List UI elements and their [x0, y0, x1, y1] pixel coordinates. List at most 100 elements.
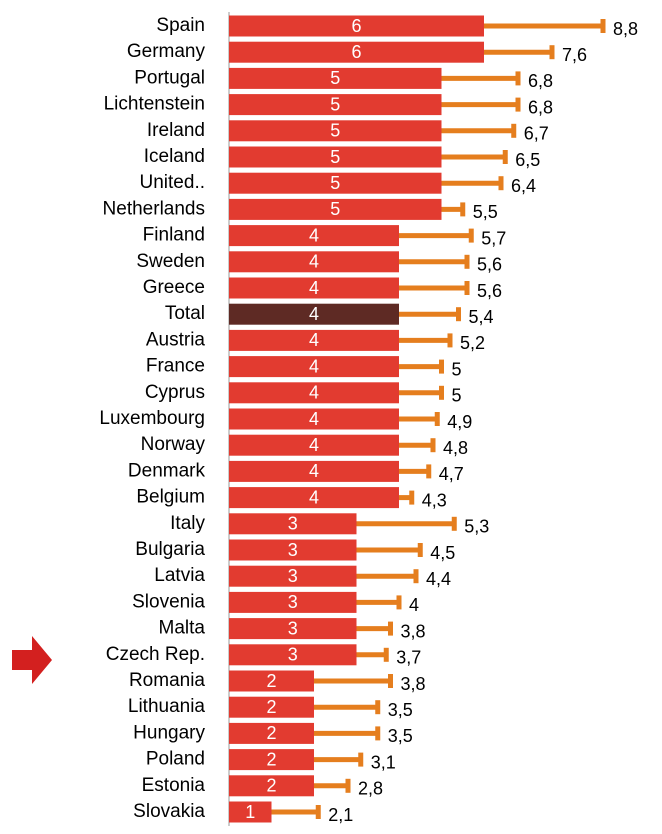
bar-label: 2	[266, 776, 276, 796]
category-label: Lichtenstein	[104, 94, 205, 115]
bar	[229, 591, 357, 613]
category-label: Ireland	[147, 120, 205, 141]
bar	[229, 749, 314, 771]
bar-label: 4	[309, 435, 319, 455]
category-label: Iceland	[144, 146, 205, 167]
category-label: United..	[140, 172, 205, 193]
bar	[229, 67, 442, 89]
category-label: Bulgaria	[135, 539, 205, 560]
bar-label: 3	[288, 645, 298, 665]
end-label: 5,5	[473, 202, 498, 222]
category-label: Slovakia	[133, 801, 205, 822]
bar	[229, 434, 399, 456]
bar-label: 4	[309, 252, 319, 272]
bar	[229, 460, 399, 482]
bar-label: 5	[330, 173, 340, 193]
bar-label: 6	[351, 42, 361, 62]
end-label: 5,6	[477, 281, 502, 301]
bar-label: 3	[288, 592, 298, 612]
bar-label: 5	[330, 199, 340, 219]
bar-label: 3	[288, 540, 298, 560]
end-label: 4	[409, 595, 419, 615]
bar-label: 5	[330, 94, 340, 114]
end-label: 4,7	[439, 464, 464, 484]
bar-label: 5	[330, 147, 340, 167]
bar-label: 2	[266, 671, 276, 691]
end-label: 4,8	[443, 438, 468, 458]
bar	[229, 382, 399, 404]
bar	[229, 251, 399, 273]
bar	[229, 225, 399, 247]
bar-label: 4	[309, 461, 319, 481]
end-label: 4,3	[422, 490, 447, 510]
highlight-arrow	[12, 636, 52, 684]
end-label: 6,4	[511, 176, 536, 196]
bar-label: 1	[245, 802, 255, 822]
bar	[229, 15, 484, 37]
category-label: Germany	[127, 41, 206, 62]
end-label: 3,1	[371, 752, 396, 772]
end-label: 5	[452, 386, 462, 406]
end-label: 5	[452, 359, 462, 379]
bar	[229, 198, 442, 220]
end-label: 7,6	[562, 45, 587, 65]
bar	[229, 696, 314, 718]
bar	[229, 303, 399, 325]
end-label: 3,5	[388, 726, 413, 746]
category-label: Malta	[159, 618, 206, 639]
category-label: Romania	[129, 670, 205, 691]
bar	[229, 801, 272, 823]
end-label: 5,7	[481, 228, 506, 248]
bar-label: 2	[266, 749, 276, 769]
category-label: Czech Rep.	[106, 644, 205, 665]
bar	[229, 722, 314, 744]
bar-label: 4	[309, 330, 319, 350]
bar	[229, 670, 314, 692]
bar	[229, 277, 399, 299]
category-label: Estonia	[142, 775, 206, 796]
end-label: 8,8	[613, 19, 638, 39]
end-label: 4,9	[447, 412, 472, 432]
bar	[229, 487, 399, 509]
category-label: Hungary	[133, 722, 205, 743]
end-label: 3,5	[388, 700, 413, 720]
end-label: 5,3	[464, 517, 489, 537]
bar	[229, 94, 442, 116]
bar-label: 2	[266, 697, 276, 717]
bar-label: 3	[288, 566, 298, 586]
category-label: Poland	[146, 749, 205, 770]
category-label: Portugal	[134, 67, 205, 88]
bar-label: 4	[309, 356, 319, 376]
bar	[229, 146, 442, 168]
bar	[229, 172, 442, 194]
end-label: 2,8	[358, 779, 383, 799]
category-label: France	[146, 356, 205, 377]
bar-label: 3	[288, 514, 298, 534]
end-label: 6,8	[528, 97, 553, 117]
category-label: Slovenia	[132, 591, 205, 612]
bar	[229, 539, 357, 561]
category-label: Lithuania	[128, 696, 206, 717]
bar-label: 5	[330, 68, 340, 88]
category-label: Spain	[156, 15, 205, 36]
bar-label: 2	[266, 723, 276, 743]
category-label: Luxembourg	[99, 408, 205, 429]
category-label: Denmark	[128, 460, 206, 481]
bar	[229, 775, 314, 797]
end-label: 6,5	[515, 150, 540, 170]
category-label: Finland	[143, 225, 205, 246]
category-label: Total	[165, 303, 205, 324]
end-label: 6,7	[524, 124, 549, 144]
bar	[229, 120, 442, 142]
bar	[229, 408, 399, 430]
bar-label: 6	[351, 16, 361, 36]
category-label: Sweden	[136, 251, 205, 272]
bar	[229, 565, 357, 587]
bar	[229, 513, 357, 535]
end-label: 3,7	[396, 648, 421, 668]
category-label: Greece	[143, 277, 205, 298]
bar-label: 4	[309, 225, 319, 245]
end-label: 5,6	[477, 255, 502, 275]
end-label: 5,4	[469, 307, 494, 327]
